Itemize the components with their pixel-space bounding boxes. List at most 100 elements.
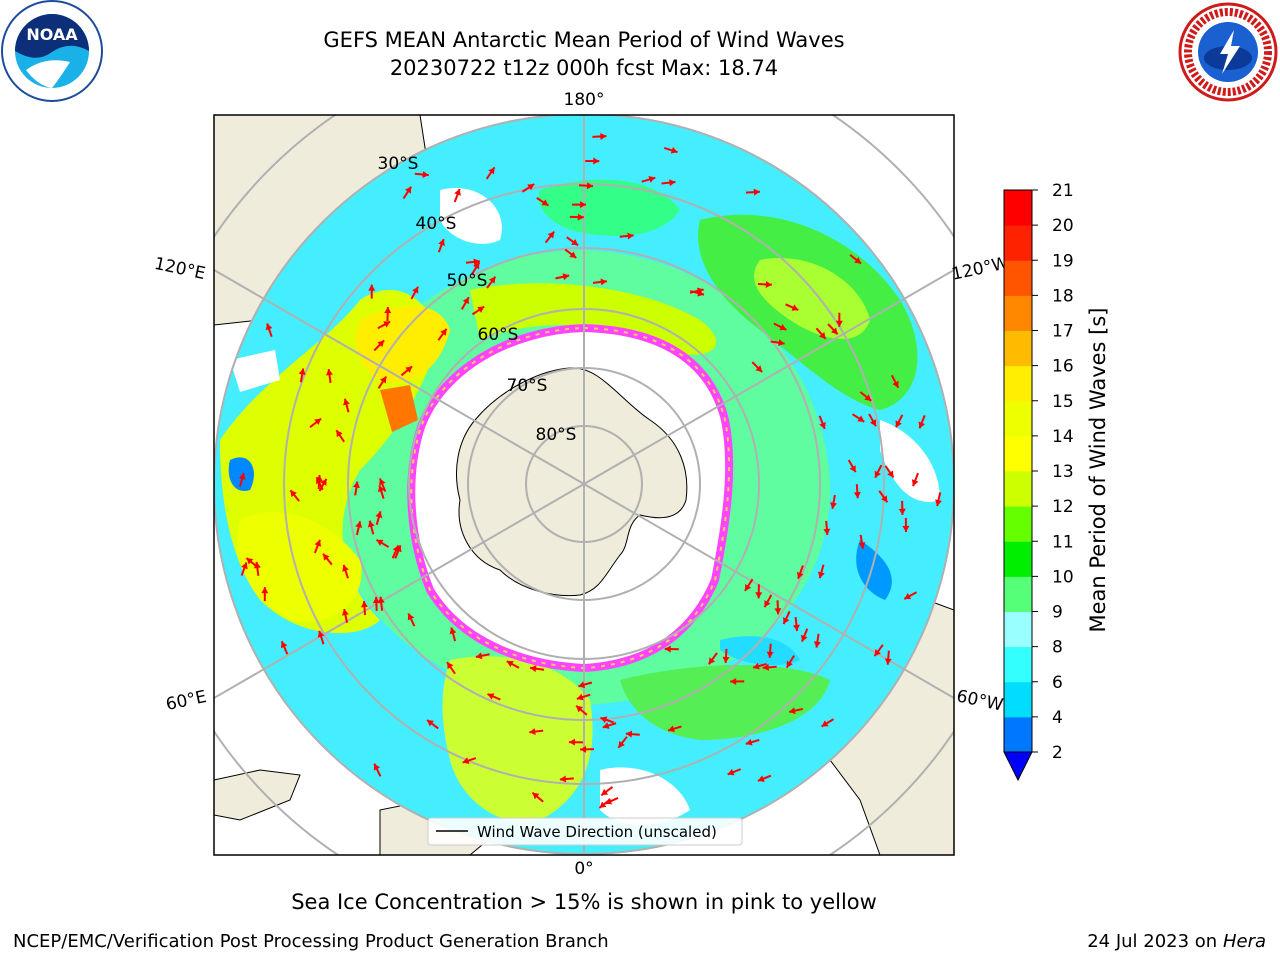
- wind-wave-arrow: [782, 610, 791, 625]
- wind-wave-arrow: [757, 774, 772, 782]
- colorbar-swatch: [1004, 541, 1032, 577]
- wind-wave-arrow: [531, 791, 544, 803]
- wind-wave-arrow: [379, 478, 387, 492]
- wind-wave-arrow: [762, 663, 777, 671]
- wind-wave-arrow: [722, 648, 730, 664]
- colorbar-swatch: [1004, 400, 1032, 437]
- wind-wave-arrow: [585, 157, 600, 165]
- wind-wave-arrow: [823, 520, 831, 535]
- wind-wave-arrow: [663, 146, 678, 154]
- sea-ice-note: Sea Ice Concentration > 15% is shown in …: [291, 890, 877, 914]
- wind-wave-arrow: [315, 475, 323, 490]
- wind-wave-arrow: [745, 738, 760, 746]
- wind-wave-arrow: [355, 521, 363, 536]
- wind-wave-arrow: [667, 725, 682, 733]
- wind-wave-arrow: [394, 544, 402, 559]
- wind-wave-arrow: [730, 677, 745, 685]
- wind-wave-arrow: [384, 307, 392, 322]
- wind-wave-arrow: [373, 763, 382, 777]
- wind-wave-arrow: [529, 728, 544, 736]
- wind-wave-arrow: [437, 328, 448, 341]
- wind-wave-arrow: [569, 213, 584, 221]
- wind-wave-arrow: [373, 339, 385, 352]
- footer-date-text: 24 Jul 2023 on: [1087, 931, 1223, 952]
- wind-wave-arrow: [426, 719, 439, 730]
- wind-wave-arrow: [858, 534, 866, 549]
- lat-label-70s: 70°S: [507, 376, 548, 396]
- colorbar-swatch: [1004, 471, 1032, 507]
- chart-title: GEFS MEAN Antarctic Mean Period of Wind …: [323, 28, 845, 52]
- wind-wave-arrow: [851, 413, 865, 423]
- wind-wave-arrow: [261, 587, 269, 602]
- wind-wave-arrow: [559, 775, 574, 783]
- wind-wave-arrow: [935, 492, 942, 507]
- wind-wave-arrow: [792, 616, 800, 632]
- wind-wave-arrow: [911, 472, 919, 487]
- lat-label-40s: 40°S: [416, 214, 457, 234]
- wind-wave-arrow: [625, 730, 640, 738]
- wind-wave-arrow: [414, 171, 429, 179]
- wind-wave-arrow: [335, 429, 345, 443]
- colorbar-tick-label: 8: [1052, 638, 1063, 658]
- lon-label-60e: 60°E: [164, 687, 208, 715]
- wind-wave-arrow: [745, 188, 760, 196]
- wind-wave-arrow: [245, 557, 258, 568]
- wind-wave-arrow: [821, 718, 835, 728]
- wind-wave-arrow: [868, 413, 877, 427]
- antarctica-landmass: [455, 367, 688, 597]
- wind-wave-arrow: [617, 736, 628, 749]
- wind-wave-arrow: [521, 183, 535, 193]
- wind-wave-arrow: [240, 562, 248, 576]
- wind-wave-arrow: [707, 652, 718, 665]
- wind-wave-arrow: [727, 768, 742, 776]
- wind-wave-arrow: [564, 248, 577, 259]
- colorbar-swatch: [1004, 576, 1032, 612]
- wind-wave-arrows: [238, 132, 942, 809]
- colorbar-swatch: [1004, 190, 1032, 226]
- wind-wave-arrow: [884, 650, 892, 665]
- lon-label-120w: 120°W: [950, 253, 1011, 285]
- wind-wave-arrow: [744, 578, 754, 592]
- footer-org: NCEP/EMC/Verification Post Processing Pr…: [13, 931, 609, 952]
- colorbar-swatch: [1004, 506, 1032, 542]
- wind-wave-arrow: [377, 485, 385, 500]
- wind-wave-arrow: [604, 797, 619, 805]
- wind-wave-arrow: [878, 490, 889, 503]
- wind-wave-arrow: [895, 414, 904, 428]
- wind-wave-arrow: [796, 565, 804, 580]
- wind-wave-arrow: [568, 738, 583, 746]
- colorbar-tick-label: 9: [1052, 603, 1063, 623]
- wind-wave-arrow: [575, 705, 588, 716]
- colorbar-tick-label: 21: [1052, 181, 1074, 201]
- noaa-logo-text: NOAA: [26, 25, 78, 44]
- wind-wave-arrow: [576, 693, 591, 701]
- wind-wave-arrow: [600, 786, 614, 797]
- colorbar-swatch: [1004, 646, 1032, 683]
- lon-label-180: 180°: [564, 90, 605, 110]
- lat-label-50s: 50°S: [447, 271, 488, 291]
- wind-wave-arrow: [600, 716, 614, 724]
- wind-wave-arrow: [785, 655, 795, 669]
- wind-wave-arrow: [372, 596, 380, 612]
- wind-wave-arrow: [453, 188, 461, 203]
- colorbar: 2 4 6 8 9 10 11 12 13 14 15 16 17 18 19 20 21: [1003, 181, 1074, 782]
- wind-wave-arrow: [449, 627, 457, 642]
- wind-wave-arrow: [592, 278, 608, 286]
- colorbar-swatch: [1004, 716, 1032, 753]
- colorbar-tick-label: 10: [1052, 567, 1074, 587]
- legend-label: Wind Wave Direction (unscaled): [477, 823, 717, 841]
- wind-wave-arrow: [873, 644, 884, 657]
- wind-wave-arrow: [343, 398, 350, 413]
- wind-wave-arrow: [313, 539, 322, 554]
- wind-wave-arrow: [487, 693, 501, 701]
- wind-wave-arrow: [462, 757, 477, 764]
- wind-wave-arrow: [580, 745, 595, 753]
- lon-label-120e: 120°E: [152, 254, 207, 284]
- wind-wave-arrow: [486, 276, 497, 289]
- wind-wave-arrow: [874, 464, 883, 479]
- colorbar-swatch: [1004, 295, 1032, 331]
- wind-wave-arrow: [317, 630, 325, 645]
- wind-wave-arrow: [788, 707, 803, 715]
- colorbar-tick-label: 16: [1052, 357, 1074, 377]
